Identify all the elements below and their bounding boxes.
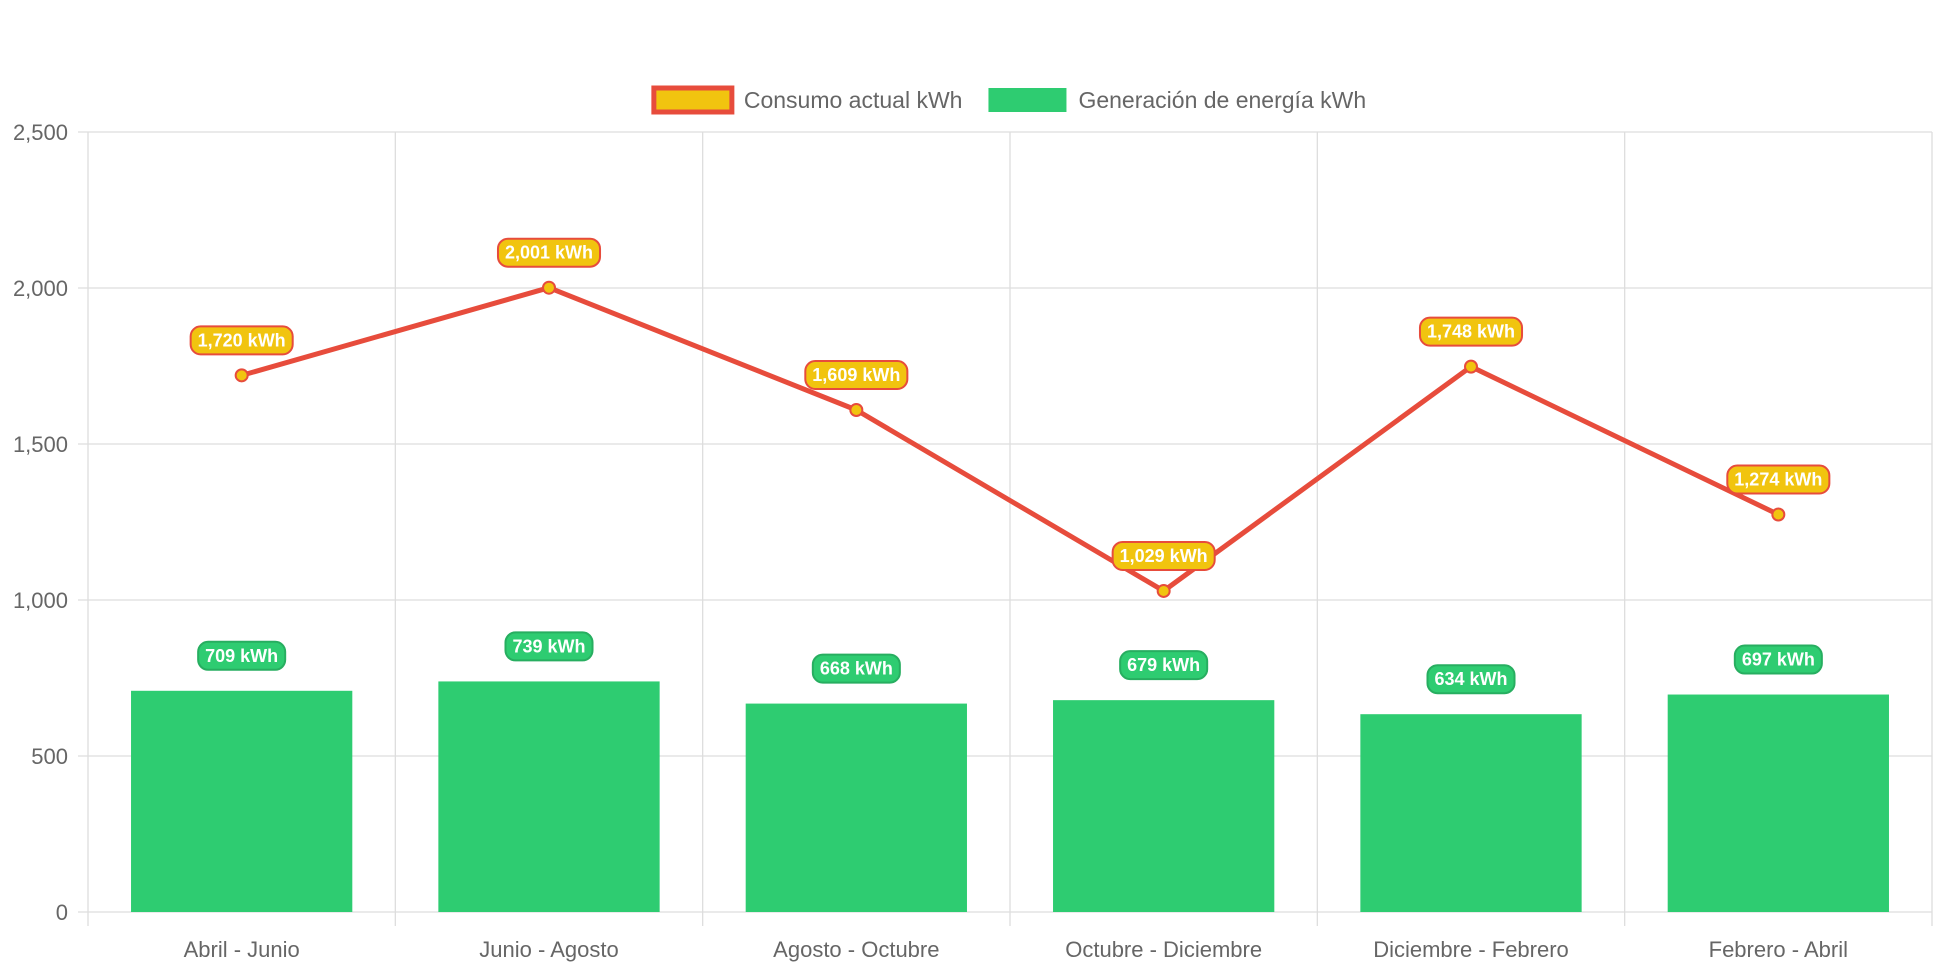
bar-data-label: 634 kWh [1426,664,1516,695]
bar [745,703,967,912]
grid-layer [78,131,1933,926]
line-point [542,280,556,295]
legend-item-generacion[interactable]: Generación de energía kWh [988,87,1366,113]
line-data-label: 1,274 kWh [1726,464,1831,495]
bar-data-label: 739 kWh [504,631,594,662]
line-data-label: 1,029 kWh [1111,540,1216,571]
y-tick-label: 500 [31,744,68,769]
line-data-label-text: 1,274 kWh [1734,470,1822,490]
bar-data-label-box [811,653,901,684]
bar-series [131,681,1889,912]
bar-data-label-box [504,631,594,662]
line-data-label: 1,720 kWh [189,325,294,356]
bar [131,690,353,912]
bar-data-label-text: 679 kWh [1127,655,1200,675]
line-data-label-box [1726,464,1831,495]
line-data-label-box [189,325,294,356]
bar [1667,694,1889,912]
line-data-label-box [1418,316,1524,347]
bar [1360,714,1582,912]
x-tick-label: Junio - Agosto [479,937,618,962]
x-tick-label: Agosto - Octubre [773,937,939,962]
line-data-label: 2,001 kWh [496,237,602,268]
legend[interactable]: Consumo actual kWh Generación de energía … [651,85,1366,115]
line-point [849,402,864,417]
bar-data-label-text: 634 kWh [1434,669,1507,689]
line-point [234,368,249,383]
data-labels: 709 kWh 739 kWh 668 kWh 679 kWh 634 kWh 697 k… [189,237,1831,695]
bar-data-label-text: 739 kWh [512,636,585,656]
line-data-label-box [804,359,909,390]
bar-data-label: 668 kWh [811,653,901,684]
line-point [1156,583,1171,598]
line-data-label-text: 1,609 kWh [812,365,900,385]
y-tick-label: 2,000 [13,276,68,301]
y-tick-label: 2,500 [13,120,68,145]
line-data-label: 1,609 kWh [804,359,909,390]
line-data-label-text: 1,720 kWh [198,330,286,350]
x-tick-label: Febrero - Abril [1709,937,1848,962]
legend-label: Generación de energía kWh [1078,87,1366,113]
bar-data-label: 697 kWh [1733,644,1823,675]
bar-data-label-text: 668 kWh [820,659,893,679]
line-data-label-text: 1,748 kWh [1427,322,1515,342]
bar-data-label: 679 kWh [1119,650,1209,681]
legend-swatch [988,88,1067,112]
y-tick-label: 1,500 [13,432,68,457]
x-tick-label: Octubre - Diciembre [1065,937,1262,962]
y-tick-label: 0 [56,900,68,925]
line-data-label-text: 2,001 kWh [505,243,593,263]
bar-data-label-box [197,640,287,671]
legend-item-consumo[interactable]: Consumo actual kWh [651,85,963,115]
line-series [234,280,1786,598]
bar-data-label-box [1733,644,1823,675]
line-data-label-box [1111,540,1216,571]
y-tick-label: 1,000 [13,588,68,613]
line-path [239,285,1781,594]
line-data-label-text: 1,029 kWh [1120,546,1208,566]
bar-data-label-text: 709 kWh [205,646,278,666]
axis-layer: 0 500 1,000 1,500 2,000 2,500 Abril - Junio Jun… [13,120,1848,962]
bar-data-label: 709 kWh [197,640,287,671]
line-point [1464,359,1478,374]
bar-data-label-text: 697 kWh [1742,650,1815,670]
bar-data-label-box [1119,650,1209,681]
x-tick-label: Abril - Junio [184,937,300,962]
bar [438,681,660,912]
legend-swatch [651,85,735,115]
legend-label: Consumo actual kWh [744,87,963,113]
bar-data-label-box [1426,664,1516,695]
bar [1053,700,1275,912]
line-data-label: 1,748 kWh [1418,316,1524,347]
line-point [1771,507,1786,522]
x-tick-label: Diciembre - Febrero [1373,937,1569,962]
line-data-label-box [496,237,602,268]
